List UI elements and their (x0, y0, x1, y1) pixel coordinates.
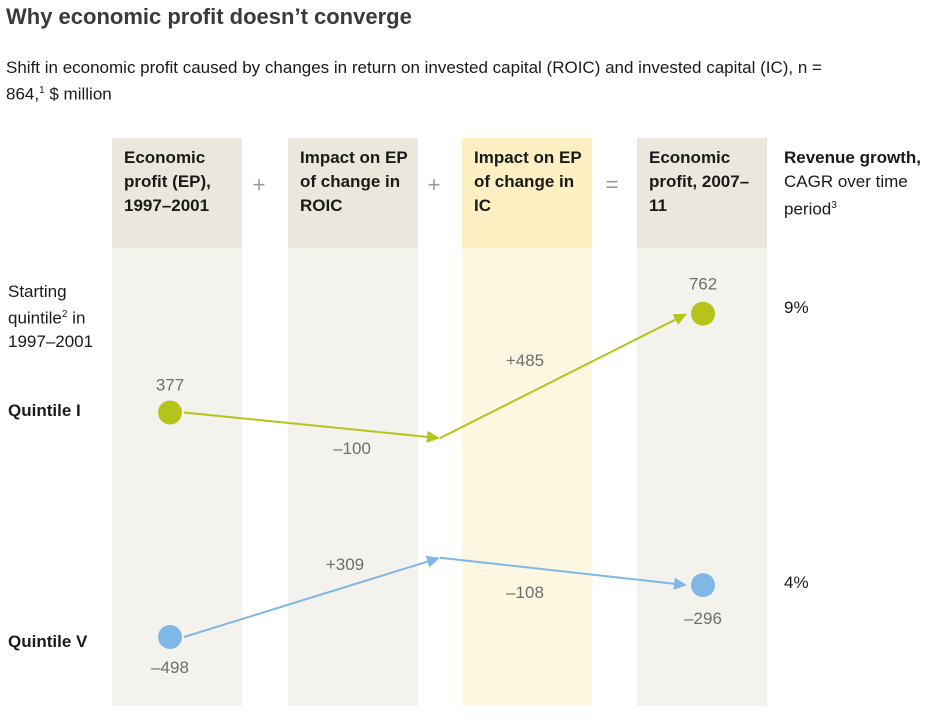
chart-title: Why economic profit doesn’t converge (6, 4, 412, 29)
quintile-5-roic-arrow-line (183, 560, 428, 638)
column-header-ep-end: Economic profit, 2007–11 (637, 138, 767, 248)
plus-operator: + (427, 172, 441, 197)
revenue-growth-header: Revenue growth, CAGR over time period3 (784, 148, 921, 219)
row-axis-label: Starting quintile2 in 1997–2001 (8, 282, 94, 351)
quintile-1-start-label: 377 (156, 376, 184, 395)
quintile-5-roic-arrow-arrowhead (425, 555, 440, 568)
chart-subtitle: Shift in economic profit caused by chang… (6, 58, 822, 104)
quintile-1-roic-label: –100 (333, 439, 371, 458)
column-header-ic: Impact on EP of change in IC (462, 138, 592, 248)
quintile-5-ic-label: –108 (506, 583, 544, 602)
quintile-1-ic-arrow-line (439, 318, 676, 440)
quintile-1-revenue-growth: 9% (784, 298, 809, 317)
quintile-1-ic-arrow-arrowhead (672, 313, 687, 325)
quintile-5-label: Quintile V (8, 632, 88, 651)
quintile-5-ic-arrow-arrowhead (673, 577, 687, 590)
quintile-5-start-label: –498 (151, 658, 189, 677)
quintile-5-end-point (691, 573, 715, 598)
quintile-5-roic-label: +309 (326, 555, 364, 574)
plus-operator: + (252, 172, 266, 197)
column-header-roic: Impact on EP of change in ROIC (288, 138, 418, 248)
quintile-5-revenue-growth: 4% (784, 573, 809, 592)
column-background-ic (462, 248, 592, 706)
quintile-5-end-label: –296 (684, 609, 722, 628)
quintile-1-ic-label: +485 (506, 351, 544, 370)
column-header-ep-start: Economic profit (EP), 1997–2001 (112, 138, 242, 248)
quintile-1-label: Quintile I (8, 401, 81, 420)
quintile-1-start-point (158, 400, 182, 425)
quintile-5-start-point (158, 625, 182, 649)
quintile-1-end-point (691, 301, 715, 326)
quintile-5-ic-arrow-line (439, 556, 675, 585)
quintile-1-end-label: 762 (689, 275, 717, 294)
quintile-1-roic-arrow-line (183, 411, 428, 438)
equals-operator: = (605, 172, 619, 197)
quintile-1-roic-arrow-arrowhead (426, 430, 440, 443)
column-background-roic (288, 248, 418, 706)
